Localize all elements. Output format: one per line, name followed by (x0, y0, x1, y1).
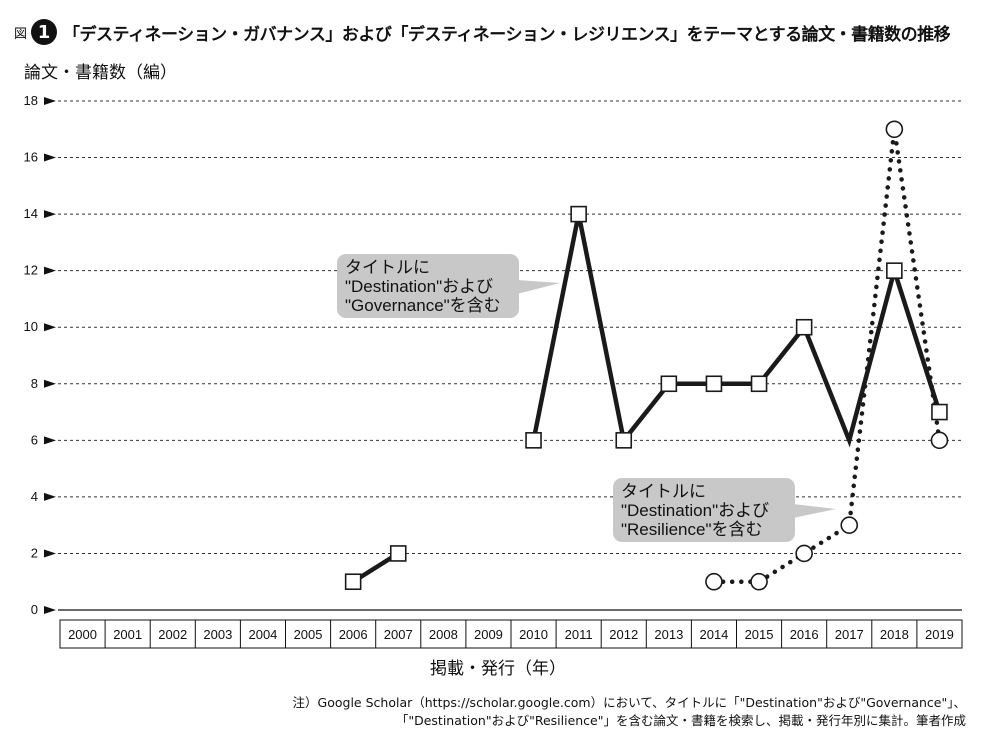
series-2-label-line-2: "Destination"および (621, 501, 769, 520)
x-tick-label-2007: 2007 (384, 627, 413, 642)
series-2-callout-box (613, 478, 795, 542)
x-tick-label-2017: 2017 (835, 627, 864, 642)
x-tick-label-2016: 2016 (790, 627, 819, 642)
y-tick-arrow-4 (44, 492, 56, 501)
series-2-marker-2016 (795, 544, 813, 563)
y-tick-label-0: 0 (31, 602, 38, 617)
figure-number-badge: 1 (31, 19, 58, 45)
x-tick-label-2014: 2014 (699, 627, 728, 642)
series-1-marker-2019 (931, 403, 948, 421)
series-1-label-line-1: タイトルに (345, 258, 430, 277)
figure-label: 図 (14, 26, 28, 42)
series-1-marker-2016 (795, 318, 813, 336)
x-axis: 2000 2001 2002 2003 2004 2005 2006 2007 2008 2009… (58, 609, 963, 649)
series-1-marker-2015 (750, 375, 768, 393)
series-1-marker-2018 (886, 262, 903, 279)
y-tick-arrow-0 (44, 606, 56, 614)
series-2-marker-2019 (930, 431, 949, 450)
series-1-line-segment-2 (531, 213, 942, 448)
y-tick-label-10: 10 (24, 319, 38, 334)
series-2-label-line-3: "Resilience"を含む (621, 520, 763, 539)
series-markers (344, 120, 949, 591)
series-1-marker-2013 (660, 375, 678, 393)
series-1-marker-2006 (344, 573, 362, 591)
series-2-callout: タイトルに"Destination"および"Resilience"を含む (613, 478, 836, 542)
series-1-callout-box (337, 254, 519, 318)
series-2-callout-pointer (793, 504, 836, 518)
y-tick-arrow-10 (44, 323, 56, 332)
y-tick-arrow-12 (44, 266, 56, 275)
y-tick-label-18: 18 (24, 93, 38, 108)
series-2-marker-2014 (705, 572, 723, 591)
x-tick-label-2019: 2019 (925, 627, 954, 642)
y-axis: 0 2 4 6 8 10 12 14 16 18 (24, 93, 56, 617)
y-tick-label-4: 4 (31, 489, 38, 504)
y-tick-label-6: 6 (31, 432, 38, 447)
x-tick-label-2005: 2005 (294, 627, 323, 642)
series-2-marker-2018 (885, 120, 904, 139)
y-tick-label-14: 14 (24, 206, 38, 221)
x-tick-label-2004: 2004 (248, 627, 277, 642)
x-tick-label-2012: 2012 (609, 627, 638, 642)
series-1-marker-2012 (615, 432, 633, 449)
series-2-marker-2017 (840, 516, 859, 534)
footnote-line-2: 「"Destination"および"Resilience"」を含む論文・書籍を検… (395, 713, 966, 728)
series-callouts: タイトルに"Destination"および"Governance"を含むタイトル… (337, 254, 836, 542)
series-1-marker-2010 (525, 432, 542, 449)
y-tick-label-8: 8 (31, 376, 38, 391)
x-tick-label-2011: 2011 (565, 627, 593, 642)
y-tick-label-16: 16 (24, 150, 38, 165)
x-tick-label-2008: 2008 (429, 627, 458, 642)
series-2-label-line-1: タイトルに (621, 482, 706, 501)
series-1-label-line-2: "Destination"および (345, 277, 493, 296)
x-tick-label-2001: 2001 (113, 627, 142, 642)
x-tick-label-2010: 2010 (519, 627, 548, 642)
x-tick-label-2006: 2006 (339, 627, 368, 642)
x-tick-label-2013: 2013 (654, 627, 683, 642)
series-1-marker-2007 (389, 545, 407, 562)
y-tick-arrow-16 (44, 153, 56, 162)
y-tick-arrow-14 (44, 210, 56, 219)
series-1-callout: タイトルに"Destination"および"Governance"を含む (337, 254, 560, 318)
y-tick-arrow-18 (44, 97, 56, 105)
x-tick-label-2015: 2015 (745, 627, 774, 642)
grid-lines (58, 100, 962, 554)
series-2-marker-2015 (750, 572, 768, 591)
footnote-line-1: 注）Google Scholar（https://scholar.google.… (292, 695, 966, 710)
series-1-marker-2011 (570, 205, 587, 223)
x-tick-label-2002: 2002 (158, 627, 187, 642)
y-tick-label-12: 12 (24, 263, 38, 278)
chart-title: 「デスティネーション・ガバナンス」および「デスティネーション・レジリエンス」をテ… (63, 24, 951, 45)
figure-title-row: 図 1 「デスティネーション・ガバナンス」および「デスティネーション・レジリエン… (14, 12, 951, 52)
y-tick-arrow-6 (44, 436, 56, 445)
x-tick-label-2018: 2018 (880, 627, 909, 642)
x-tick-label-2000: 2000 (68, 627, 97, 642)
y-tick-label-2: 2 (31, 545, 38, 560)
x-axis-label: 掲載・発行（年） (430, 659, 566, 679)
series-1-marker-2014 (705, 375, 723, 393)
y-tick-arrow-8 (44, 379, 56, 388)
footnote: 注）Google Scholar（https://scholar.google.… (293, 694, 966, 730)
y-tick-arrow-2 (44, 549, 56, 558)
series-1-label-line-3: "Governance"を含む (345, 296, 501, 315)
series-1-callout-pointer (517, 280, 560, 294)
x-tick-label-2003: 2003 (203, 627, 232, 642)
y-axis-label: 論文・書籍数（編） (24, 63, 177, 83)
x-tick-label-2009: 2009 (474, 627, 503, 642)
